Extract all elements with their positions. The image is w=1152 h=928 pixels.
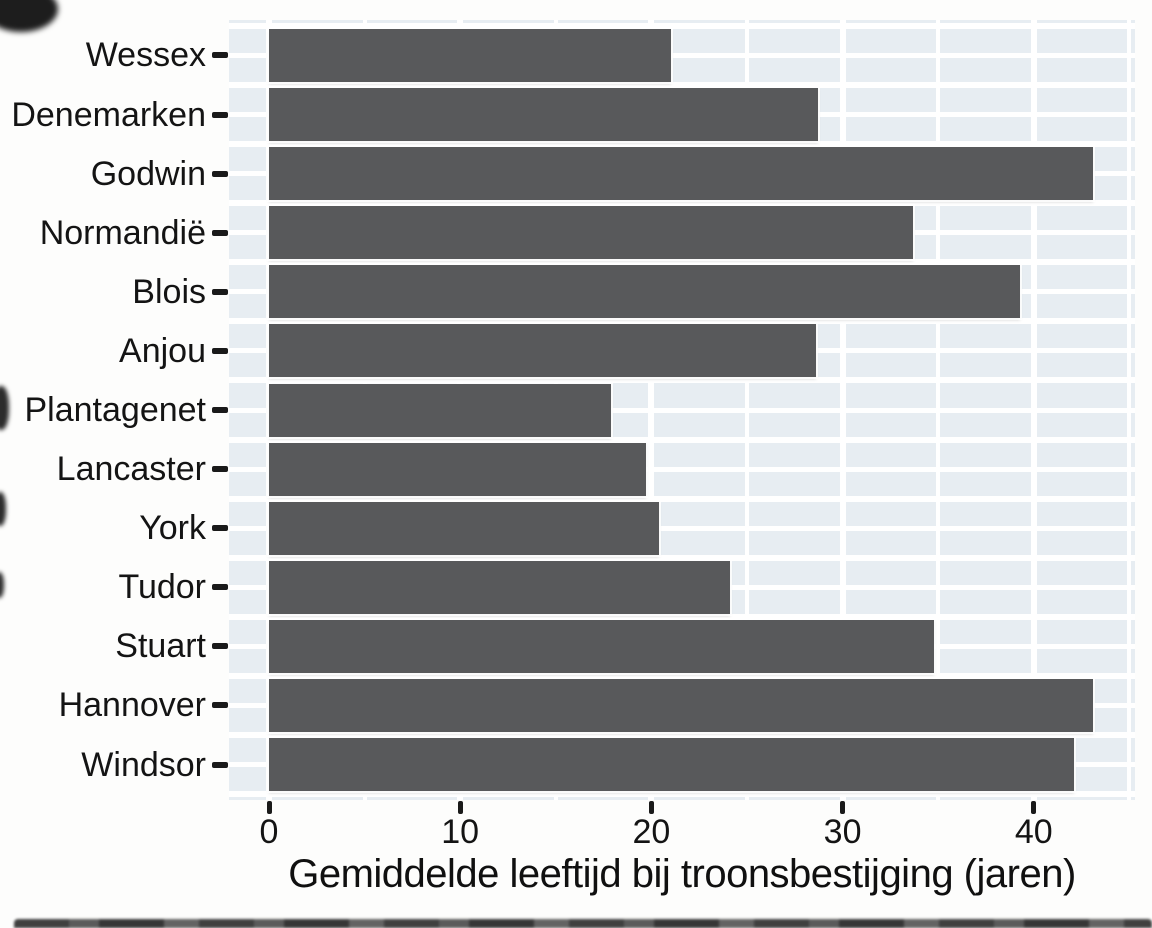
bar [269,265,1021,319]
y-axis-label: Anjou [119,331,206,370]
y-axis-tick [212,170,228,177]
x-axis-tick [1031,801,1037,814]
gridline-minor-horizontal [229,377,1135,384]
scan-artifact-left-edge [0,386,9,430]
x-axis-tick [266,801,272,814]
bar [269,560,730,614]
y-axis-tick [212,347,228,354]
x-axis-tick [840,801,846,814]
y-axis-label: Lancaster [56,450,206,489]
y-axis-label: Normandië [39,213,206,252]
x-axis-title: Gemiddelde leeftijd bij troonsbestijging… [288,852,1076,896]
y-axis-tick [212,288,228,295]
x-axis-tick-label: 0 [259,813,279,851]
y-axis-label: Godwin [90,154,206,193]
gridline-major-horizontal [229,525,1135,531]
y-axis-tick [212,643,228,650]
y-axis-label: York [139,509,206,548]
gridline-minor-horizontal [229,318,1135,325]
gridline-minor-vertical [745,20,749,800]
x-axis-tick [457,801,463,814]
y-axis-label: Blois [132,272,206,311]
bar [269,28,671,82]
gridline-major-vertical [1030,20,1037,800]
y-axis-label: Windsor [81,745,206,784]
gridline-major-vertical [839,20,846,800]
gridline-minor-horizontal [229,436,1135,443]
bar [269,619,935,673]
gridline-minor-horizontal [229,141,1135,148]
gridline-minor-horizontal [229,82,1135,88]
gridline-major-horizontal [229,466,1135,472]
x-axis-tick-label: 30 [823,813,862,851]
bar [269,738,1074,792]
bar [269,383,612,437]
gridline-minor-vertical [1127,20,1132,800]
y-axis-tick [212,702,228,709]
gridline-major-horizontal [229,52,1135,58]
y-axis-tick [212,407,228,413]
gridline-minor-horizontal [229,22,1135,29]
y-axis-tick [212,229,228,236]
bar [269,442,646,496]
gridline-minor-vertical [936,20,941,800]
y-axis-label: Hannover [58,686,206,725]
y-axis-label: Plantagenet [24,391,207,429]
gridline-major-vertical [648,20,655,800]
gridline-minor-horizontal [229,613,1135,620]
x-axis-tick [648,801,654,814]
y-axis-tick [212,466,228,473]
bar [269,501,660,555]
bar [269,678,1094,732]
gridline-minor-horizontal [229,259,1135,266]
bar [269,88,818,142]
scan-artifact-left-edge [0,572,4,598]
x-axis-tick-label: 20 [632,813,671,851]
bar [269,324,816,378]
y-axis-tick [212,525,228,532]
scan-artifact-bottom-band [14,919,1152,928]
x-axis-tick-label: 40 [1014,813,1053,851]
gridline-minor-horizontal [229,791,1135,798]
y-axis-tick [212,111,228,118]
y-axis-tick [212,52,228,59]
y-axis-label: Stuart [115,627,206,666]
y-axis-label: Denemarken [11,95,206,134]
y-axis-tick [212,584,228,591]
bar [269,206,914,260]
scan-artifact-left-edge [0,492,6,526]
gridline-minor-horizontal [229,732,1135,738]
gridline-minor-horizontal [229,495,1135,502]
y-axis-label: Wessex [85,36,206,75]
gridline-minor-horizontal [229,672,1135,679]
bar [269,147,1094,201]
x-axis-tick-label: 10 [441,813,480,851]
y-axis-label: Tudor [118,568,206,607]
gridline-minor-horizontal [229,554,1135,561]
y-axis-tick [212,761,228,768]
gridline-major-horizontal [229,407,1135,413]
gridline-minor-horizontal [229,200,1135,207]
plot-panel [229,20,1135,800]
